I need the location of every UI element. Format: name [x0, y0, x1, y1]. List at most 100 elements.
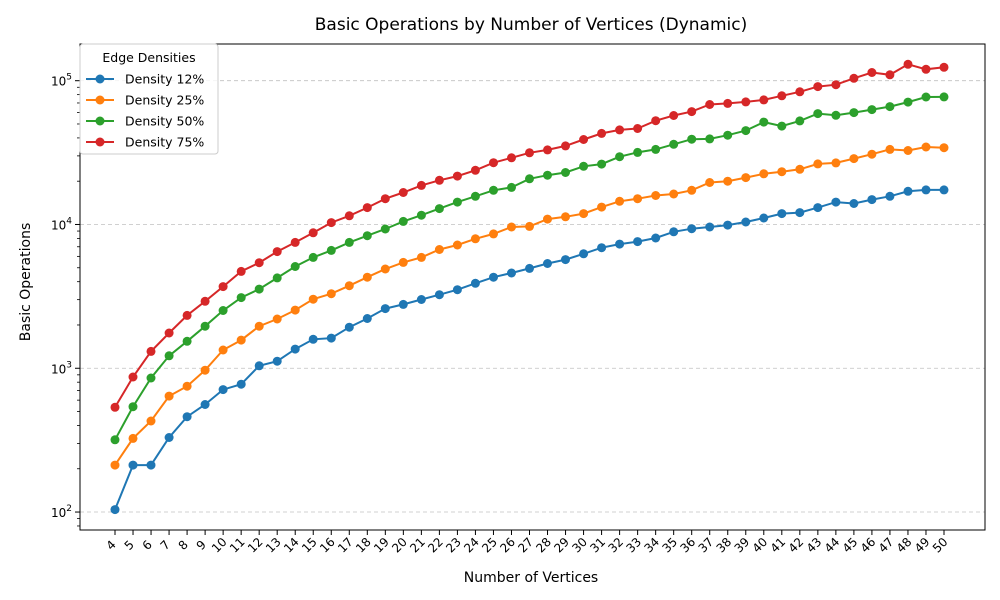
data-point: [543, 145, 552, 155]
data-point: [218, 306, 228, 315]
data-point: [470, 165, 480, 175]
data-point: [867, 195, 877, 205]
data-point: [290, 262, 300, 271]
data-point: [597, 202, 607, 212]
data-point: [705, 178, 715, 187]
series-4: [110, 59, 949, 412]
legend-entry: Density 12%: [125, 72, 204, 87]
data-point: [470, 191, 480, 201]
data-point: [326, 245, 336, 255]
data-point: [813, 203, 823, 213]
data-point: [651, 233, 661, 243]
data-point: [128, 433, 138, 443]
data-point: [705, 100, 715, 109]
data-point: [290, 237, 300, 247]
data-point: [579, 249, 589, 259]
data-point: [651, 116, 661, 126]
data-point: [615, 239, 625, 249]
data-point: [200, 400, 210, 409]
data-point: [543, 214, 552, 224]
data-point: [759, 95, 769, 105]
data-point: [669, 111, 679, 120]
data-point: [236, 293, 246, 303]
data-point: [831, 80, 841, 90]
data-point: [849, 108, 859, 118]
data-point: [218, 385, 228, 395]
data-point: [218, 345, 228, 355]
data-point: [308, 334, 318, 344]
data-point: [128, 460, 138, 470]
data-point: [723, 98, 733, 108]
data-point: [254, 361, 264, 371]
data-point: [777, 167, 787, 177]
data-point: [489, 158, 498, 168]
data-point: [398, 188, 408, 197]
data-point: [795, 164, 805, 174]
data-point: [164, 433, 174, 442]
data-point: [597, 159, 607, 169]
data-point: [795, 87, 805, 97]
data-point: [615, 196, 625, 206]
data-point: [705, 222, 715, 232]
y-tick-label: 105: [51, 73, 72, 89]
data-point: [200, 296, 210, 306]
data-point: [669, 227, 679, 237]
legend-swatch-marker: [95, 116, 105, 126]
data-point: [525, 221, 534, 231]
data-point: [687, 224, 697, 234]
data-point: [164, 351, 174, 361]
data-point: [254, 258, 264, 268]
data-point: [579, 209, 589, 219]
data-point: [669, 189, 679, 199]
data-point: [759, 169, 769, 179]
data-point: [849, 199, 859, 208]
data-point: [308, 294, 318, 304]
legend-box: [79, 43, 219, 155]
data-point: [398, 216, 408, 226]
data-point: [380, 224, 390, 234]
legend-entry: Density 25%: [125, 93, 204, 108]
data-point: [344, 322, 354, 332]
data-point: [741, 97, 751, 107]
data-point: [633, 124, 643, 133]
data-point: [795, 116, 805, 126]
data-point: [525, 263, 534, 273]
series-layer: [110, 59, 949, 515]
data-point: [272, 273, 282, 283]
data-point: [885, 144, 895, 154]
data-point: [398, 257, 408, 267]
data-point: [344, 211, 354, 221]
y-tick-label: 102: [51, 504, 72, 520]
data-point: [362, 231, 372, 241]
data-point: [452, 240, 462, 250]
data-point: [723, 176, 733, 186]
data-point: [525, 148, 534, 158]
data-point: [164, 391, 174, 401]
data-point: [651, 144, 661, 154]
data-point: [182, 412, 192, 422]
data-point: [434, 175, 444, 185]
data-point: [507, 222, 516, 232]
data-point: [723, 220, 733, 230]
legend-swatch-marker: [95, 137, 105, 147]
data-point: [380, 194, 390, 204]
data-point: [921, 142, 931, 152]
data-point: [867, 149, 877, 159]
data-point: [939, 92, 949, 102]
data-point: [182, 381, 192, 391]
legend-title: Edge Densities: [102, 50, 195, 65]
data-point: [236, 335, 246, 345]
data-point: [885, 102, 895, 112]
data-point: [380, 304, 390, 314]
legend-entry: Density 75%: [125, 135, 204, 150]
data-point: [723, 130, 733, 140]
data-point: [254, 284, 264, 294]
x-axis-title: Number of Vertices: [464, 570, 598, 586]
data-point: [579, 135, 589, 144]
data-point: [380, 264, 390, 274]
data-point: [326, 289, 336, 299]
data-point: [308, 228, 318, 238]
data-point: [921, 92, 931, 102]
data-point: [326, 218, 336, 228]
data-point: [128, 372, 138, 382]
